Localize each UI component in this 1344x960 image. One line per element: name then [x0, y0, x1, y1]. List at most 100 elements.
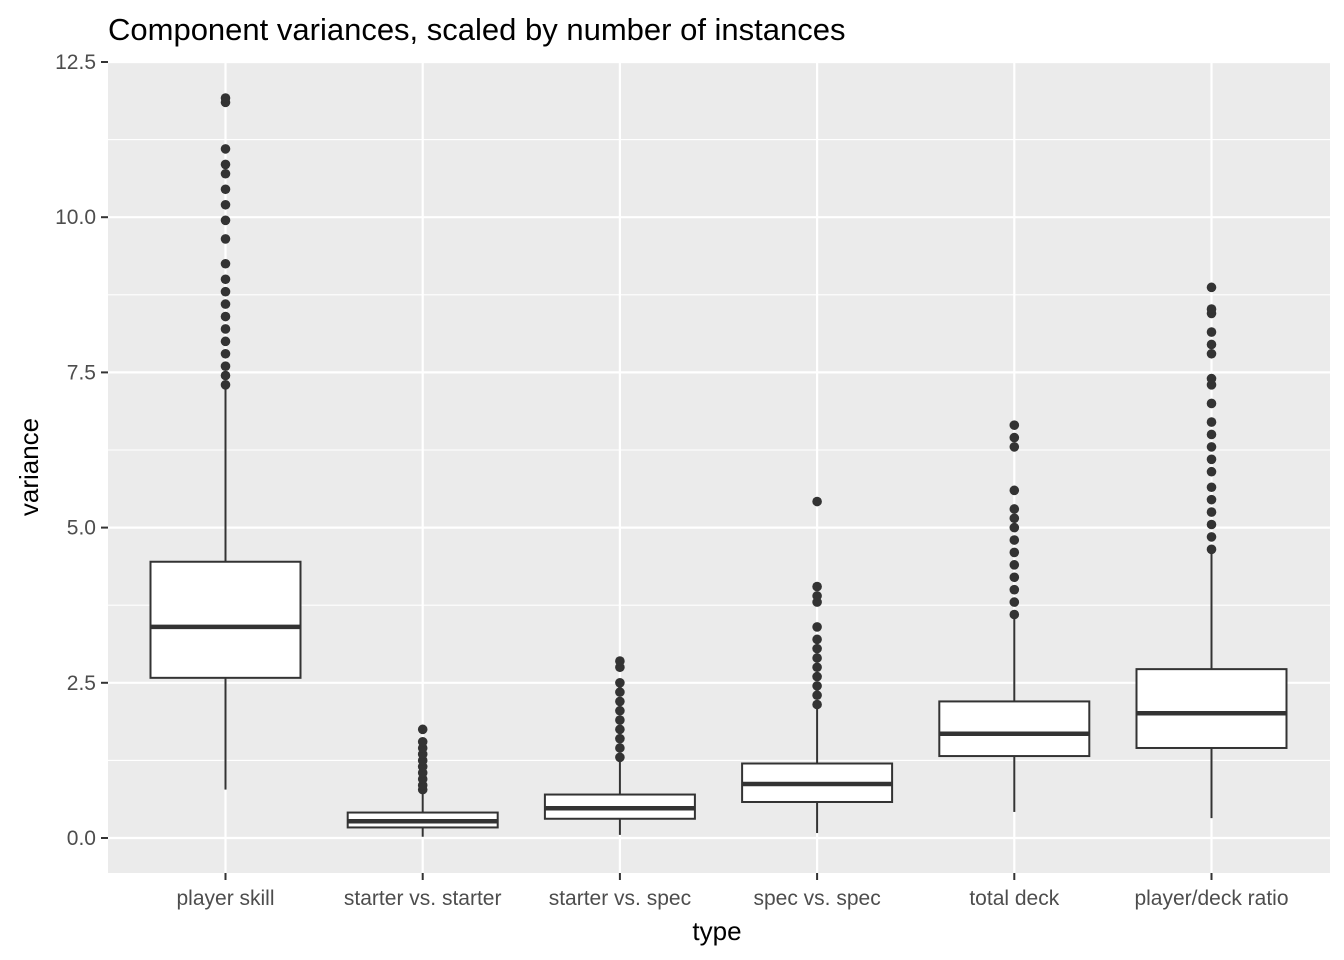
panel-background [108, 62, 1330, 873]
outlier-point [220, 311, 231, 322]
x-tick-label: total deck [969, 887, 1059, 910]
outlier-point [1206, 544, 1217, 555]
outlier-point [615, 724, 625, 735]
outlier-point [1206, 282, 1217, 293]
outlier-point [1206, 466, 1217, 477]
outlier-point [1009, 522, 1020, 533]
outlier-point [220, 324, 231, 334]
boxplot-starter-vs-starter [346, 724, 499, 837]
outlier-point [1206, 482, 1217, 493]
outlier-point [812, 634, 822, 645]
outlier-point [417, 736, 428, 747]
outlier-point [1009, 584, 1020, 595]
outlier-point [1009, 432, 1020, 443]
x-tick-label: player skill [176, 887, 274, 910]
outlier-point [220, 184, 231, 195]
outlier-point [812, 496, 822, 507]
outlier-point [812, 699, 822, 710]
outlier-point [812, 653, 822, 663]
x-tick-label: player/deck ratio [1134, 887, 1288, 910]
outlier-point [1206, 398, 1217, 409]
boxplot-player-skill [149, 93, 302, 790]
outlier-point [1206, 454, 1217, 465]
y-tick-label: 5.0 [67, 517, 96, 540]
outlier-point [615, 733, 625, 744]
outlier-point [1206, 532, 1217, 542]
box-iqr [938, 700, 1091, 758]
chart-title: Component variances, scaled by number of… [108, 12, 846, 47]
outlier-point [1206, 494, 1217, 505]
outlier-point [220, 274, 231, 285]
outlier-point [1009, 560, 1020, 570]
y-axis-title: variance [14, 418, 44, 516]
outlier-point [220, 93, 231, 103]
outlier-point [1009, 597, 1020, 607]
boxplot-starter-vs-spec [543, 656, 696, 835]
outlier-point [220, 144, 231, 154]
outlier-point [615, 656, 625, 666]
outlier-point [812, 681, 822, 691]
outlier-point [812, 662, 822, 673]
outlier-point [615, 705, 625, 716]
outlier-point [1009, 609, 1020, 620]
outlier-point [220, 380, 231, 390]
outlier-point [1206, 519, 1217, 530]
y-tick-label: 0.0 [67, 827, 96, 850]
x-tick-label: starter vs. spec [549, 887, 691, 910]
outlier-point [615, 743, 625, 753]
outlier-point [220, 348, 231, 359]
outlier-point [1206, 442, 1217, 452]
outlier-point [1009, 535, 1020, 545]
outlier-point [1009, 547, 1020, 558]
outlier-point [220, 286, 231, 297]
outlier-point [220, 370, 231, 381]
outlier-point [1206, 417, 1217, 427]
outlier-point [812, 622, 822, 632]
outlier-point [812, 671, 822, 682]
outlier-point [220, 299, 231, 309]
box-iqr [1135, 668, 1288, 749]
outlier-point [1206, 348, 1217, 359]
outlier-point [1009, 442, 1020, 452]
outlier-point [615, 752, 625, 763]
outlier-point [615, 715, 625, 725]
outlier-point [1009, 504, 1020, 514]
outlier-point [1009, 485, 1020, 496]
x-tick-label: spec vs. spec [753, 887, 880, 910]
outlier-point [1009, 420, 1020, 430]
outlier-point [1206, 327, 1217, 337]
outlier-point [220, 199, 231, 210]
axes: 0.0 2.5 5.0 7.5 10.0 12.5 player skill starter … [55, 51, 1288, 910]
y-tick-label: 10.0 [55, 206, 96, 229]
outlier-point [1009, 513, 1020, 524]
y-tick-label: 12.5 [55, 51, 96, 74]
outlier-point [615, 678, 625, 688]
outlier-point [615, 696, 625, 707]
x-axis-title: type [692, 916, 741, 946]
boxplot-total-deck [938, 420, 1091, 812]
box-iqr [149, 560, 302, 679]
outlier-point [220, 168, 231, 179]
outlier-point [615, 687, 625, 697]
outlier-point [220, 361, 231, 371]
outlier-point [1206, 429, 1217, 440]
outlier-point [812, 690, 822, 701]
outlier-point [1206, 304, 1217, 314]
y-tick-label: 7.5 [67, 361, 96, 384]
outlier-point [812, 643, 822, 654]
outlier-point [812, 591, 822, 601]
outlier-point [220, 336, 231, 347]
outlier-point [220, 159, 231, 170]
outlier-point [1009, 572, 1020, 583]
plot-panel [108, 62, 1330, 873]
boxplot-spec-vs-spec [741, 496, 894, 834]
x-tick-label: starter vs. starter [344, 887, 502, 910]
outlier-point [1206, 339, 1217, 350]
boxplot-player-deck-ratio [1135, 282, 1288, 819]
outlier-point [1206, 507, 1217, 517]
outlier-point [417, 724, 428, 735]
outlier-point [812, 581, 822, 592]
outlier-point [220, 258, 231, 269]
outlier-point [220, 215, 231, 226]
